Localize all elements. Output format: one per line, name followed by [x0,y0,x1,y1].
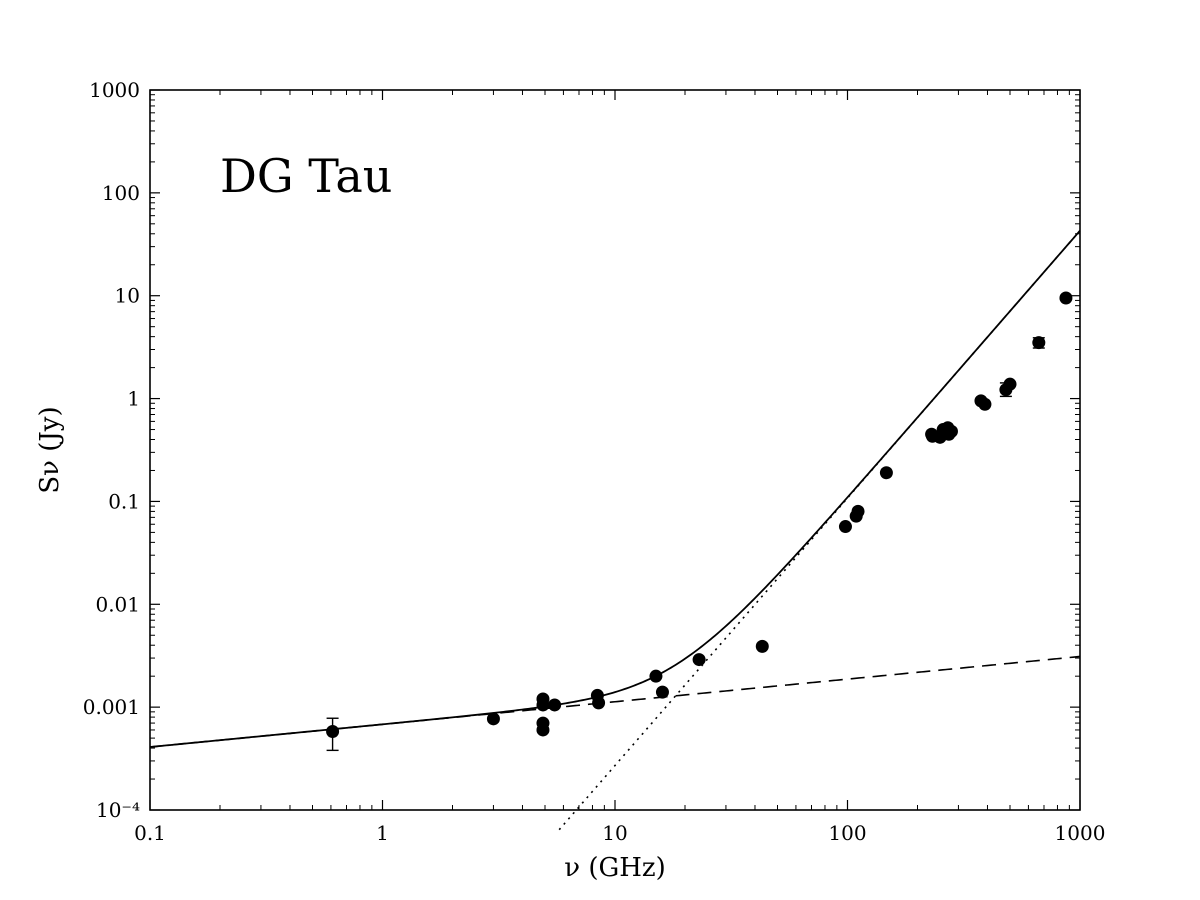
data-point [536,723,550,737]
chart-annotation: DG Tau [220,149,392,203]
x-tick-label: 10 [602,821,627,845]
y-tick-label: 0.001 [83,695,140,719]
y-tick-label: 10⁻⁴ [96,798,140,822]
data-point [548,698,562,712]
x-axis-label: ν (GHz) [564,853,666,883]
plot-background [150,90,1080,810]
y-axis-label: Sν (Jy) [35,406,65,493]
data-point [649,669,663,683]
data-points [326,291,1073,752]
data-point [755,639,769,653]
tick-labels: 0.1 1 10 100 1000 10⁻⁴ 0.001 0.01 0.1 1 10 100 1000 [83,78,1106,845]
data-point [1059,291,1073,305]
model-curve-solid [149,230,1081,748]
axis-ticks [149,89,1081,811]
data-point [838,520,852,534]
data-point [879,466,893,480]
x-tick-label: 1 [376,821,389,845]
x-tick-label: 0.1 [134,821,166,845]
y-tick-label: 100 [102,181,140,205]
model-curves [149,230,1081,831]
data-point [536,698,550,712]
data-point [1032,336,1046,350]
data-point [326,724,340,738]
data-point [655,685,669,699]
data-point [978,397,992,411]
y-tick-label: 1000 [89,78,140,102]
y-tick-label: 1 [127,387,140,411]
y-tick-label: 0.1 [108,489,140,513]
data-point [692,653,706,667]
x-tick-label: 1000 [1055,821,1106,845]
x-tick-label: 100 [828,821,866,845]
y-tick-label: 0.01 [95,592,140,616]
data-point [851,504,865,518]
data-point [944,424,958,438]
data-point [1003,377,1017,391]
plot-frame [149,89,1081,811]
data-point [592,696,606,710]
y-tick-label: 10 [115,284,140,308]
data-point [486,712,500,726]
